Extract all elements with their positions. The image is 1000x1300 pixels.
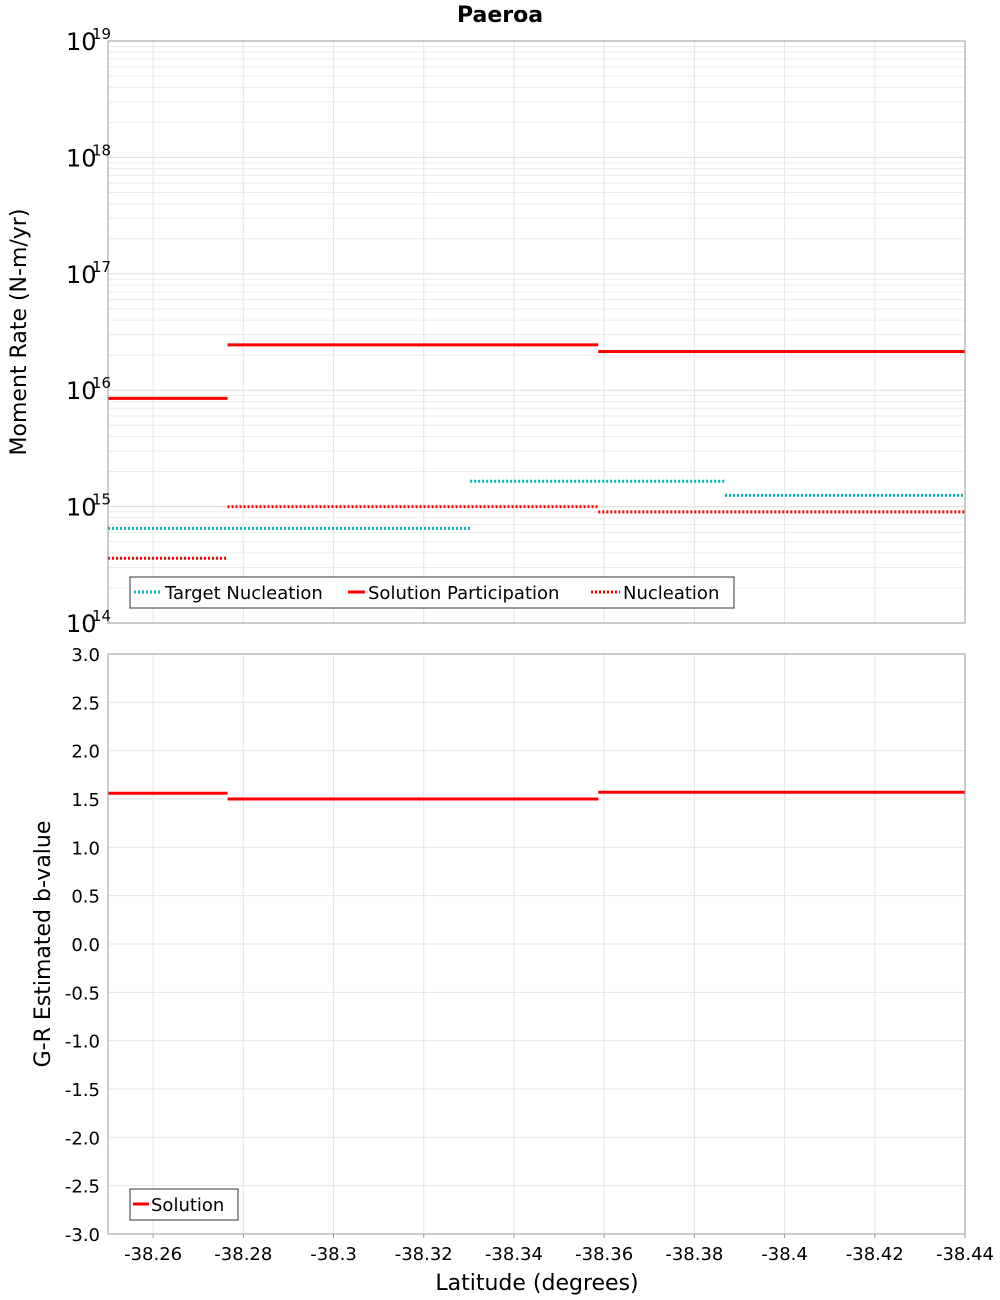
b-value-y-tick-label: -1.5 xyxy=(65,1080,100,1101)
b-value-y-axis-label: G-R Estimated b-value xyxy=(31,821,56,1068)
b-value-y-tick-label: 2.5 xyxy=(71,693,100,714)
legend-label-target-nucleation: Target Nucleation xyxy=(164,583,323,604)
y-tick-exponent: 17 xyxy=(92,258,111,276)
b-value-panel: 3.0 2.5 2.0 1.5 1.0 0.5 0.0 -0.5 -1.0 -1.5 -2.0 -2.… xyxy=(31,645,966,1246)
x-tick-label: -38.44 xyxy=(936,1244,994,1265)
legend-label-solution: Solution xyxy=(151,1195,224,1216)
moment-plot-frame xyxy=(107,40,966,624)
b-value-y-tick-label: 1.0 xyxy=(71,838,100,859)
b-value-y-tick-label: -0.5 xyxy=(65,983,100,1004)
y-tick-base: 10 xyxy=(66,377,97,405)
b-value-plot-frame xyxy=(107,653,966,1235)
legend-label-solution-participation: Solution Participation xyxy=(368,583,559,604)
x-tick-label: -38.36 xyxy=(575,1244,633,1265)
x-tick-label: -38.28 xyxy=(214,1244,272,1265)
y-tick-exponent: 18 xyxy=(92,141,111,159)
b-value-y-tick-label: -2.5 xyxy=(65,1177,100,1198)
x-axis-ticks: -38.26 -38.28 -38.3 -38.32 -38.34 -38.36 -38.3… xyxy=(124,1234,994,1265)
b-value-y-tick-label: 0.5 xyxy=(71,887,100,908)
b-value-y-tick-label: 1.5 xyxy=(71,790,100,811)
b-value-y-tick-label: -1.0 xyxy=(65,1032,100,1053)
b-value-y-tick-label: -3.0 xyxy=(65,1225,100,1246)
y-tick-base: 10 xyxy=(66,610,97,638)
b-value-y-tick-label: 0.0 xyxy=(71,935,100,956)
x-axis-label: Latitude (degrees) xyxy=(435,1271,638,1296)
x-tick-label: -38.4 xyxy=(761,1244,808,1265)
moment-legend: Target Nucleation Solution Participation… xyxy=(129,576,735,609)
y-tick-base: 10 xyxy=(66,261,97,289)
chart-title: Paeroa xyxy=(457,3,543,28)
moment-y-axis-label: Moment Rate (N-m/yr) xyxy=(7,209,32,456)
y-tick-exponent: 19 xyxy=(92,25,111,43)
b-value-y-tick-label: -2.0 xyxy=(65,1128,100,1149)
moment-series xyxy=(108,343,965,560)
x-tick-label: -38.3 xyxy=(310,1244,357,1265)
x-tick-label: -38.42 xyxy=(846,1244,904,1265)
b-value-y-tick-label: 3.0 xyxy=(71,645,100,666)
x-tick-label: -38.38 xyxy=(665,1244,723,1265)
legend-label-nucleation: Nucleation xyxy=(623,583,719,604)
moment-grid xyxy=(108,40,966,624)
moment-plot-background xyxy=(108,41,965,623)
b-value-y-ticks: 3.0 2.5 2.0 1.5 1.0 0.5 0.0 -0.5 -1.0 -1.5 -2.0 -2.… xyxy=(65,645,100,1246)
b-value-series xyxy=(108,790,965,801)
y-tick-exponent: 15 xyxy=(92,491,111,509)
y-tick-base: 10 xyxy=(66,144,97,172)
x-tick-label: -38.34 xyxy=(485,1244,543,1265)
x-tick-label: -38.26 xyxy=(124,1244,182,1265)
moment-legend-box xyxy=(129,576,735,609)
y-tick-exponent: 14 xyxy=(92,607,111,625)
b-value-legend: Solution xyxy=(129,1188,239,1221)
y-tick-base: 10 xyxy=(66,28,97,56)
b-value-y-tick-label: 2.0 xyxy=(71,742,100,763)
x-tick-label: -38.32 xyxy=(395,1244,453,1265)
y-tick-base: 10 xyxy=(66,494,97,522)
y-tick-exponent: 16 xyxy=(92,374,111,392)
